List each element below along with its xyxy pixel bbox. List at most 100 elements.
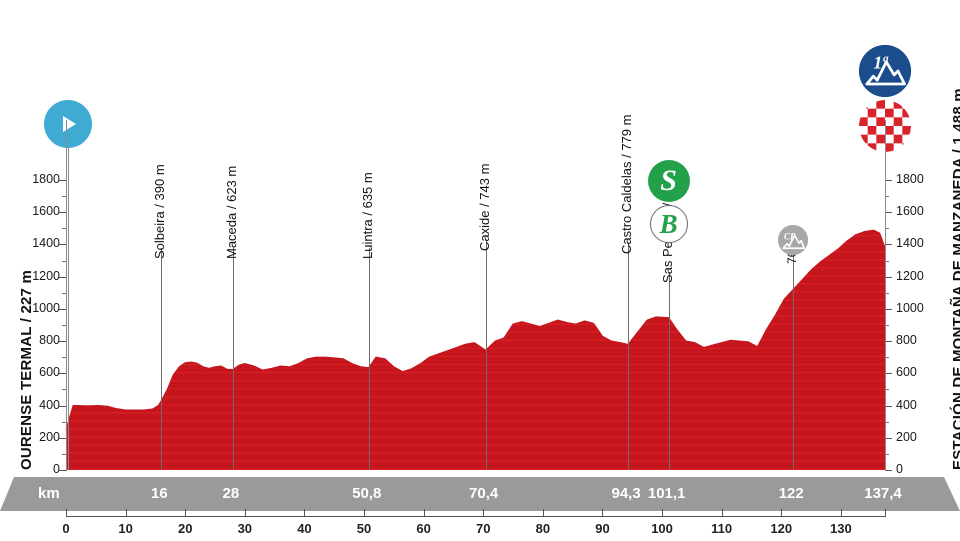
y-tickmark-left bbox=[59, 437, 66, 439]
y-tickmark-right bbox=[885, 341, 892, 343]
y-tick-left-400: 400 bbox=[39, 397, 60, 412]
ruler-label-0: 0 bbox=[62, 521, 70, 536]
km-label-16: 16 bbox=[151, 485, 168, 502]
y-minor-tick-right bbox=[885, 228, 889, 230]
y-tick-left-1600: 1600 bbox=[32, 204, 60, 219]
ruler-tick-100 bbox=[662, 509, 664, 517]
km-unit-label: km bbox=[38, 485, 60, 502]
y-axis-spine-left bbox=[66, 120, 67, 471]
y-tick-right-600: 600 bbox=[896, 365, 917, 380]
y-tick-right-800: 800 bbox=[896, 333, 917, 348]
y-minor-tick-right bbox=[885, 325, 889, 326]
marker-line-maceda bbox=[232, 248, 234, 470]
ruler-label-100: 100 bbox=[651, 521, 673, 536]
y-tickmark-right bbox=[885, 437, 892, 439]
y-tick-left-1000: 1000 bbox=[32, 300, 60, 315]
y-tick-left-1800: 1800 bbox=[32, 172, 60, 186]
y-tick-right-200: 200 bbox=[896, 429, 917, 444]
y-tickmark-left bbox=[59, 212, 66, 214]
y-tickmark-left bbox=[59, 244, 66, 246]
ruler-tick-10 bbox=[125, 509, 127, 517]
sprint-badge: S bbox=[647, 160, 690, 202]
svg-text:CP: CP bbox=[784, 231, 796, 241]
marker-line-cp-765 bbox=[793, 254, 795, 470]
y-tick-left-1200: 1200 bbox=[32, 268, 60, 283]
ruler-label-80: 80 bbox=[535, 521, 551, 536]
ruler-tick-70 bbox=[483, 509, 485, 517]
km-label-122: 122 bbox=[778, 485, 804, 502]
marker-line-castro-caldelas bbox=[628, 243, 630, 470]
ruler-label-90: 90 bbox=[595, 521, 610, 536]
elevation-hatch-bands bbox=[66, 234, 885, 470]
y-minor-tick-left bbox=[62, 389, 66, 391]
y-tickmark-right bbox=[885, 212, 892, 214]
y-tick-left-1400: 1400 bbox=[32, 236, 60, 251]
y-tickmark-left bbox=[59, 470, 66, 471]
y-minor-tick-right bbox=[885, 260, 889, 262]
y-tickmark-left bbox=[59, 180, 66, 181]
start-play-icon bbox=[44, 100, 93, 148]
y-tick-right-1600: 1600 bbox=[896, 204, 924, 219]
y-tick-right-1000: 1000 bbox=[896, 300, 924, 315]
marker-line-caxide bbox=[485, 240, 487, 470]
y-tick-right-1800: 1800 bbox=[896, 172, 924, 186]
finish-location-title: ESTACIÓN DE MONTAÑA DE MANZANEDA / 1.488… bbox=[950, 88, 960, 470]
km-label-94-3: 94,3 bbox=[611, 485, 641, 502]
y-tickmark-right bbox=[885, 405, 892, 407]
y-tickmark-right bbox=[885, 244, 892, 246]
y-minor-tick-left bbox=[62, 292, 66, 294]
y-tick-right-1200: 1200 bbox=[896, 268, 924, 283]
ruler-tick-0 bbox=[66, 509, 67, 517]
y-tick-left-600: 600 bbox=[39, 365, 60, 380]
y-minor-tick-left bbox=[62, 228, 66, 230]
ruler-tick-50 bbox=[364, 509, 366, 517]
km-label-50-8: 50,8 bbox=[352, 485, 382, 502]
ruler-tick-80 bbox=[542, 509, 544, 517]
cp-mountain-badge: CP bbox=[778, 225, 809, 255]
km-label-137-4: 137,4 bbox=[864, 485, 902, 502]
y-tickmark-right bbox=[885, 373, 892, 375]
km-label-28: 28 bbox=[222, 485, 240, 502]
ruler-label-30: 30 bbox=[237, 521, 253, 536]
km-strip: km 16 28 50,8 70,4 94,3 101,1 122 137,4 bbox=[0, 477, 960, 511]
marker-label-castro-caldelas: Castro Caldelas / 779 m bbox=[619, 114, 635, 254]
ruler-label-110: 110 bbox=[711, 521, 733, 536]
km-strip-background bbox=[0, 477, 960, 511]
start-marker-stem bbox=[68, 148, 70, 470]
y-tick-left-200: 200 bbox=[39, 429, 60, 444]
y-minor-tick-left bbox=[62, 196, 66, 198]
y-minor-tick-right bbox=[885, 389, 889, 391]
y-minor-tick-right bbox=[885, 421, 889, 423]
marker-line-solbeira bbox=[161, 248, 163, 470]
y-minor-tick-right bbox=[885, 357, 889, 359]
y-tick-right-400: 400 bbox=[896, 397, 917, 412]
ruler-label-130: 130 bbox=[830, 521, 852, 536]
ruler-label-70: 70 bbox=[476, 521, 491, 536]
y-tick-left-800: 800 bbox=[39, 333, 60, 348]
y-axis-spine-right bbox=[885, 120, 886, 471]
ruler-tick-30 bbox=[244, 509, 246, 517]
marker-label-luintra: Luintra / 635 m bbox=[359, 172, 375, 259]
ruler-label-60: 60 bbox=[416, 521, 431, 536]
marker-line-sas-penelas bbox=[668, 272, 670, 470]
ruler-tick-120 bbox=[781, 509, 783, 517]
y-tick-left-0: 0 bbox=[53, 462, 60, 476]
marker-label-maceda: Maceda / 623 m bbox=[223, 165, 239, 259]
ruler-tick-130 bbox=[840, 509, 842, 517]
y-tickmark-right bbox=[885, 470, 892, 471]
y-tick-right-1400: 1400 bbox=[896, 236, 924, 251]
ruler-tick-90 bbox=[602, 509, 604, 517]
km-label-101-1: 101,1 bbox=[647, 485, 686, 502]
y-tick-right-0: 0 bbox=[896, 462, 903, 476]
y-minor-tick-left bbox=[62, 357, 66, 359]
y-minor-tick-right bbox=[885, 453, 889, 455]
ruler-label-120: 120 bbox=[770, 521, 793, 536]
ruler-tick-20 bbox=[185, 509, 187, 517]
marker-line-luintra bbox=[368, 248, 370, 470]
mountain-category-1-badge: 1ª bbox=[859, 45, 911, 97]
ruler-label-40: 40 bbox=[297, 521, 312, 536]
ruler-label-10: 10 bbox=[118, 521, 133, 536]
y-minor-tick-left bbox=[62, 453, 66, 455]
ruler-tick-110 bbox=[721, 509, 723, 517]
